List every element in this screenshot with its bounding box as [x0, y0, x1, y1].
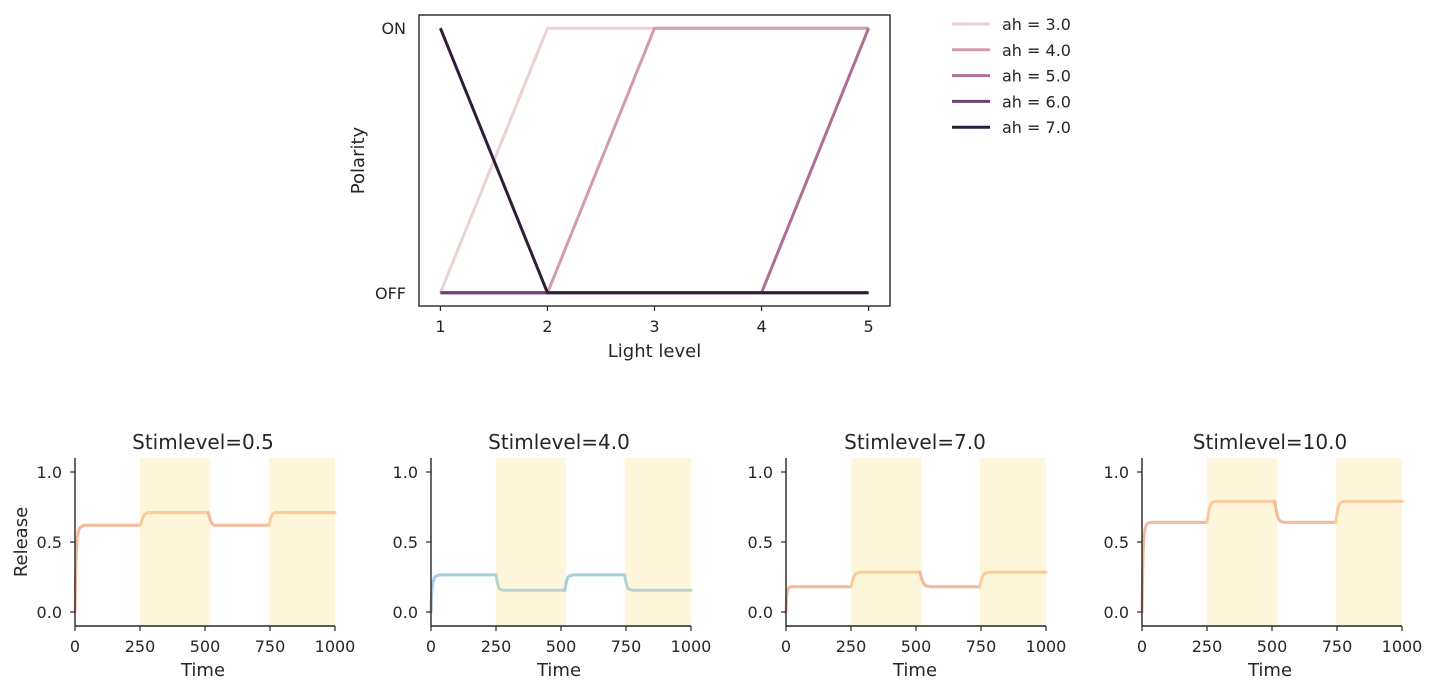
x-tick-label: 4: [756, 317, 766, 336]
stimulus-band: [1335, 458, 1402, 626]
series-line-4: [439, 27, 869, 295]
legend-label: ah = 3.0: [1002, 15, 1071, 34]
x-tick-label: 250: [481, 637, 512, 656]
y-tick-label: 1.0: [748, 463, 773, 482]
y-tick-label: 1.0: [1104, 463, 1129, 482]
y-tick-label: ON: [381, 19, 406, 38]
x-axis-label: Time: [892, 660, 937, 681]
release-trace-segment: [206, 511, 271, 527]
y-tick-label: 0.0: [37, 603, 62, 622]
panel-title: Stimlevel=7.0: [844, 430, 986, 454]
x-tick-label: 500: [1257, 637, 1288, 656]
x-tick-label: 1000: [1382, 637, 1423, 656]
x-tick-label: 750: [255, 637, 286, 656]
panel-title: Stimlevel=10.0: [1193, 430, 1347, 454]
x-tick-label: 0: [1137, 637, 1147, 656]
x-tick-label: 750: [1322, 637, 1353, 656]
release-trace-segment: [1334, 499, 1404, 524]
y-tick-label: 0.5: [37, 533, 62, 552]
legend: ah = 3.0 ah = 4.0 ah = 5.0 ah = 6.0 ah = 7.0: [952, 15, 1071, 137]
release-trace-segment: [1140, 520, 1209, 614]
release-trace-segment: [563, 573, 627, 592]
y-tick-label: 0.5: [393, 533, 418, 552]
release-panel-1: 0 250 500 750 1000 0.0 0.5 1.0 Stimlevel=4.0 Time: [393, 430, 712, 681]
panel-title: Stimlevel=0.5: [132, 430, 274, 454]
x-axis-label: Light level: [608, 341, 701, 362]
legend-label: ah = 4.0: [1002, 41, 1071, 60]
y-tick-label: 0.5: [1104, 533, 1129, 552]
x-axis-label: Time: [180, 660, 225, 681]
y-tick-label: 0.0: [393, 603, 418, 622]
stimulus-band: [496, 458, 567, 626]
x-tick-label: 2: [542, 317, 552, 336]
x-tick-label: 0: [781, 637, 791, 656]
release-trace-segment: [918, 570, 982, 589]
release-trace-segment: [1273, 499, 1338, 524]
x-tick-label: 750: [966, 637, 997, 656]
stimulus-band: [1207, 458, 1278, 626]
release-trace-segment: [849, 570, 922, 589]
series-line-0: [439, 26, 869, 294]
panel-title: Stimlevel=4.0: [488, 430, 630, 454]
release-trace-segment: [784, 585, 853, 614]
x-tick-label: 0: [426, 637, 436, 656]
x-tick-label: 1000: [671, 637, 712, 656]
release-panel-0: 0 250 500 750 1000 0.0 0.5 1.0 Stimlevel=0.5 Time…: [11, 430, 355, 681]
x-tick-label: 500: [546, 637, 577, 656]
x-tick-label: 0: [70, 637, 80, 656]
y-tick-label: 0.0: [1104, 603, 1129, 622]
x-axis-label: Time: [1247, 660, 1292, 681]
y-tick-label: 0.0: [748, 603, 773, 622]
y-axis-label: Polarity: [348, 126, 369, 194]
x-tick-label: 1000: [315, 637, 356, 656]
series-line-2: [440, 27, 870, 295]
stimulus-band: [851, 458, 922, 626]
y-tick-label: OFF: [375, 284, 406, 303]
release-trace-segment: [978, 570, 1048, 589]
x-tick-label: 500: [901, 637, 932, 656]
y-tick-label: 1.0: [393, 463, 418, 482]
x-axis-label: Time: [536, 660, 581, 681]
release-trace-segment: [138, 511, 210, 527]
x-tick-label: 1000: [1026, 637, 1067, 656]
release-trace-segment: [429, 573, 498, 614]
plot-frame: [418, 14, 891, 307]
x-tick-label: 750: [611, 637, 642, 656]
x-tick-label: 250: [1192, 637, 1223, 656]
x-tick-label: 250: [836, 637, 867, 656]
legend-label: ah = 6.0: [1002, 92, 1071, 111]
x-tick-label: 1: [435, 317, 445, 336]
legend-label: ah = 7.0: [1002, 118, 1071, 137]
release-panel-2: 0 250 500 750 1000 0.0 0.5 1.0 Stimlevel=7.0 Time: [748, 430, 1067, 681]
stimulus-band: [140, 458, 211, 626]
release-trace-segment: [494, 573, 567, 592]
y-tick-label: 0.5: [748, 533, 773, 552]
release-trace-segment: [73, 523, 142, 614]
release-trace-segment: [623, 573, 693, 592]
x-tick-label: 5: [863, 317, 873, 336]
legend-label: ah = 5.0: [1002, 67, 1071, 86]
stimulus-band: [979, 458, 1046, 626]
release-trace-segment: [1205, 499, 1277, 524]
release-trace-segment: [267, 511, 337, 527]
y-tick-label: 1.0: [37, 463, 62, 482]
stimulus-band: [624, 458, 691, 626]
stimulus-band: [268, 458, 335, 626]
series-line-1: [440, 26, 869, 295]
y-axis-label: Release: [11, 507, 32, 577]
x-tick-label: 500: [190, 637, 221, 656]
release-panel-3: 0 250 500 750 1000 0.0 0.5 1.0 Stimlevel=10.0 Tim…: [1104, 430, 1423, 681]
x-tick-label: 250: [125, 637, 156, 656]
x-tick-label: 3: [649, 317, 659, 336]
